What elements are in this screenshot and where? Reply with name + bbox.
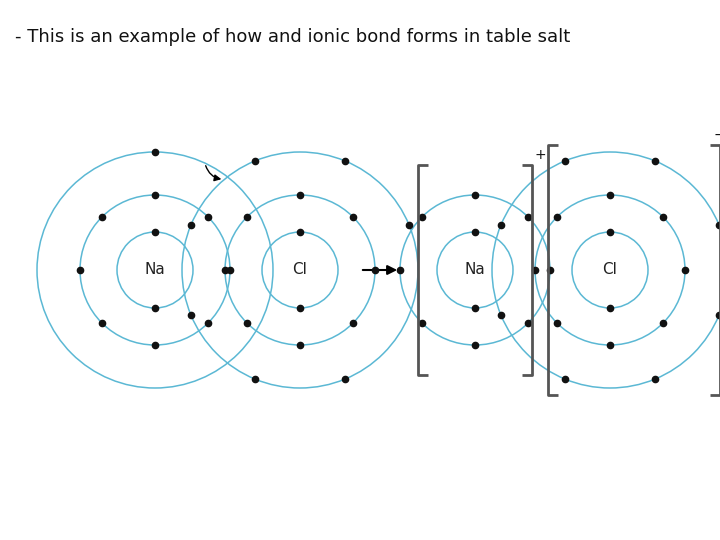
- Text: Na: Na: [145, 262, 166, 278]
- Text: - This is an example of how and ionic bond forms in table salt: - This is an example of how and ionic bo…: [15, 28, 570, 46]
- FancyArrowPatch shape: [206, 166, 220, 180]
- Text: Cl: Cl: [292, 262, 307, 278]
- Text: Na: Na: [464, 262, 485, 278]
- Text: −: −: [714, 128, 720, 142]
- Text: +: +: [534, 148, 546, 162]
- Text: Cl: Cl: [603, 262, 618, 278]
